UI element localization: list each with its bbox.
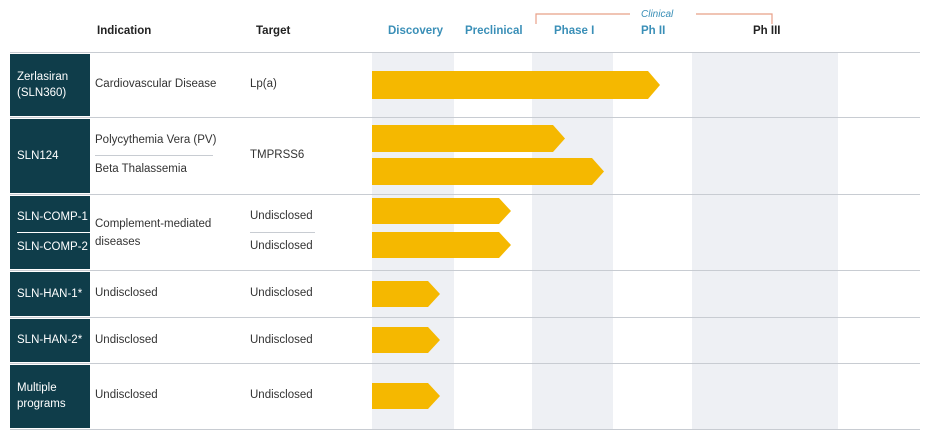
stage-header: Ph II: [641, 25, 666, 37]
program: SLN-HAN-2*: [17, 334, 83, 346]
stage-header: Ph III: [753, 25, 781, 37]
program-cell: Zerlasiran (SLN360): [10, 54, 90, 116]
bar: [372, 158, 604, 185]
indication: Polycythemia Vera (PV): [95, 134, 217, 146]
row-lines: [10, 52, 920, 430]
stage-band: [532, 52, 613, 430]
target: Undisclosed: [250, 334, 313, 346]
progress-bars: [372, 71, 660, 409]
program-cell: Multiple programs: [10, 365, 90, 428]
target: Undisclosed: [250, 389, 313, 401]
stage-header: Phase I: [554, 25, 595, 37]
bar: [372, 383, 440, 409]
program-cell: SLN-HAN-2*: [10, 319, 90, 362]
bar: [372, 125, 565, 152]
stage-band: [692, 52, 838, 430]
program: Multiple programs: [17, 382, 66, 410]
indication: Undisclosed: [95, 389, 158, 401]
indication: Beta Thalassemia: [95, 163, 187, 175]
indication: Cardiovascular Disease: [95, 78, 217, 90]
bar: [372, 281, 440, 307]
stage-header: Discovery: [388, 25, 443, 37]
program: SLN124: [17, 150, 59, 162]
program-cell: SLN-COMP-1 SLN-COMP-2: [10, 196, 90, 269]
program-cell: SLN-HAN-1*: [10, 272, 90, 316]
target: Undisclosed: [250, 240, 313, 252]
bar: [372, 327, 440, 353]
indication: Complement-mediated diseases: [95, 218, 212, 248]
header: Indication: [97, 25, 152, 37]
bar: [372, 232, 511, 258]
target: Lp(a): [250, 78, 277, 90]
clinical-bracket: [535, 13, 773, 24]
header: Target: [256, 25, 291, 37]
stage-header: Preclinical: [465, 25, 523, 37]
program: SLN-COMP-2: [17, 241, 88, 253]
bar: [372, 198, 511, 224]
indication: Undisclosed: [95, 287, 158, 299]
program: Zerlasiran (SLN360): [17, 71, 69, 99]
bar: [372, 71, 660, 99]
program: SLN-COMP-1: [17, 211, 88, 223]
indication: Undisclosed: [95, 334, 158, 346]
target: Undisclosed: [250, 287, 313, 299]
program-cell: SLN124: [10, 119, 90, 193]
program: SLN-HAN-1*: [17, 288, 83, 300]
target: Undisclosed: [250, 210, 313, 222]
clinical-label: Clinical: [641, 9, 674, 20]
target: TMPRSS6: [250, 149, 305, 161]
divider: [17, 232, 90, 233]
